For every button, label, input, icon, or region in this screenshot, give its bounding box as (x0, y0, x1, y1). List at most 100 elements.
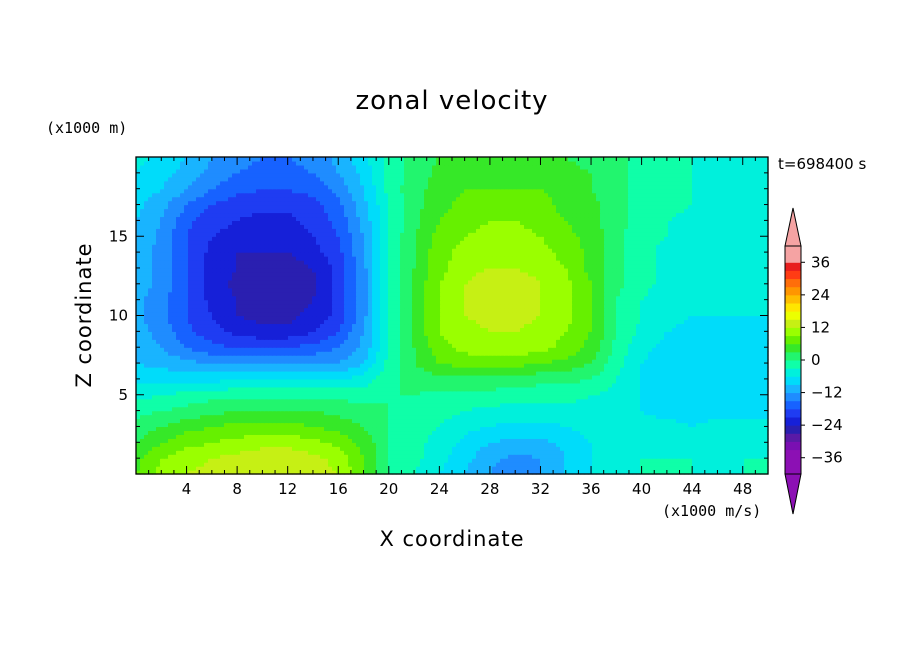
contour-cell (376, 450, 381, 455)
contour-cell (528, 367, 533, 372)
contour-cell (264, 394, 269, 400)
contour-cell (744, 410, 749, 416)
contour-cell (580, 430, 585, 435)
contour-cell (376, 438, 381, 443)
contour-cell (268, 458, 273, 463)
contour-cell (576, 351, 581, 356)
contour-cell (660, 442, 665, 447)
contour-cell (556, 430, 561, 435)
contour-cell (468, 394, 473, 400)
contour-cell (556, 410, 561, 416)
contour-cell (672, 363, 677, 368)
contour-cell (476, 410, 481, 416)
contour-cell (400, 454, 405, 459)
contour-cell (456, 442, 461, 447)
contour-cell (332, 458, 337, 463)
contour-cell (576, 454, 581, 459)
contour-cell (388, 450, 393, 455)
contour-cell (704, 458, 709, 463)
contour-cell (284, 355, 289, 360)
contour-cell (672, 418, 677, 424)
contour-cell (332, 347, 337, 352)
contour-cell (608, 422, 613, 428)
contour-cell (564, 442, 569, 447)
contour-cell (728, 390, 733, 396)
contour-cell (700, 359, 705, 364)
contour-cell (496, 418, 501, 424)
contour-cell (212, 414, 217, 420)
contour-cell (480, 414, 485, 420)
contour-cell (536, 426, 541, 432)
contour-cell (464, 398, 469, 404)
contour-cell (764, 422, 769, 428)
contour-cell (708, 406, 713, 412)
contour-cell (548, 462, 553, 467)
contour-cell (504, 382, 509, 388)
contour-cell (584, 402, 589, 408)
contour-cell (224, 438, 229, 443)
contour-cell (312, 414, 317, 420)
contour-cell (212, 422, 217, 428)
contour-cell (428, 390, 433, 396)
contour-cell (244, 382, 249, 388)
contour-cell (356, 402, 361, 408)
contour-cell (740, 351, 745, 356)
contour-cell (272, 430, 277, 435)
contour-cell (644, 386, 649, 392)
contour-cell (448, 446, 453, 451)
contour-cell (464, 422, 469, 428)
contour-cell (216, 442, 221, 447)
contour-cell (628, 382, 633, 388)
contour-cell (604, 434, 609, 439)
contour-cell (480, 462, 485, 467)
contour-cell (328, 450, 333, 455)
contour-cell (484, 367, 489, 372)
contour-cell (668, 454, 673, 459)
contour-cell (604, 367, 609, 372)
contour-cell (600, 426, 605, 432)
contour-cell (636, 367, 641, 372)
contour-cell (636, 450, 641, 455)
contour-cell (488, 374, 493, 380)
contour-cell (464, 406, 469, 412)
contour-cell (452, 462, 457, 467)
contour-cell (152, 370, 157, 376)
contour-cell (504, 370, 509, 376)
contour-cell (532, 355, 537, 360)
contour-cell (216, 438, 221, 443)
contour-cell (464, 363, 469, 368)
contour-cell (376, 426, 381, 432)
contour-cell (748, 422, 753, 428)
contour-cell (384, 426, 389, 432)
contour-cell (424, 398, 429, 404)
contour-cell (480, 378, 485, 384)
contour-cell (296, 454, 301, 459)
contour-cell (420, 351, 425, 356)
contour-cell (380, 426, 385, 432)
contour-cell (488, 347, 493, 352)
contour-cell (136, 406, 141, 412)
contour-cell (560, 390, 565, 396)
contour-cell (700, 351, 705, 356)
contour-cell (256, 446, 261, 451)
contour-cell (612, 418, 617, 424)
contour-cell (180, 446, 185, 451)
contour-cell (404, 378, 409, 384)
contour-cell (680, 422, 685, 428)
contour-cell (240, 442, 245, 447)
contour-cell (420, 462, 425, 467)
contour-cell (668, 382, 673, 388)
contour-cell (636, 359, 641, 364)
contour-cell (628, 466, 633, 471)
contour-cell (176, 378, 181, 384)
contour-cell (764, 434, 769, 439)
contour-cell (528, 382, 533, 388)
contour-cell (696, 434, 701, 439)
contour-cell (604, 378, 609, 384)
contour-cell (632, 378, 637, 384)
contour-cell (680, 370, 685, 376)
contour-cell (340, 442, 345, 447)
contour-cell (376, 410, 381, 416)
contour-cell (396, 466, 401, 471)
contour-cell (400, 466, 405, 471)
